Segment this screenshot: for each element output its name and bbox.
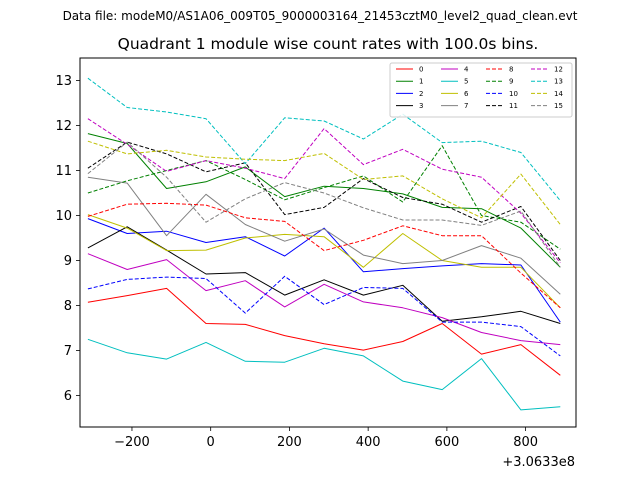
chart-suptitle: Data file: modeM0/AS1A06_009T05_90000031… xyxy=(63,9,578,23)
legend-label: 4 xyxy=(464,66,469,74)
y-tick-label: 11 xyxy=(55,164,72,179)
series-line-14 xyxy=(87,140,561,225)
series-line-15 xyxy=(87,141,561,268)
legend-label: 11 xyxy=(509,102,518,110)
y-tick-label: 13 xyxy=(55,74,72,89)
legend-label: 13 xyxy=(554,78,563,86)
series-line-0 xyxy=(87,287,561,376)
legend-label: 14 xyxy=(554,90,563,98)
series-line-12 xyxy=(87,118,561,264)
x-tick-label: 600 xyxy=(434,435,459,450)
legend-label: 1 xyxy=(419,78,423,86)
series-line-6 xyxy=(87,214,561,309)
series-layer xyxy=(87,77,561,411)
series-line-10 xyxy=(87,275,561,357)
legend-label: 6 xyxy=(464,90,469,98)
series-line-5 xyxy=(87,338,561,411)
legend-label: 3 xyxy=(419,102,423,110)
series-line-8 xyxy=(87,202,561,309)
legend-label: 0 xyxy=(419,66,423,74)
series-line-1 xyxy=(87,133,561,268)
x-tick-label: 200 xyxy=(277,435,302,450)
x-tick-label: 0 xyxy=(207,435,215,450)
legend-label: 7 xyxy=(464,102,468,110)
legend-label: 15 xyxy=(554,102,563,110)
y-tick-label: 10 xyxy=(55,209,72,224)
legend-frame xyxy=(389,62,573,118)
legend-label: 9 xyxy=(509,78,513,86)
chart-title: Quadrant 1 module wise count rates with … xyxy=(118,35,539,53)
legend-label: 12 xyxy=(554,66,563,74)
series-line-13 xyxy=(87,77,561,201)
y-tick-label: 9 xyxy=(64,254,72,269)
x-offset-label: +3.0633e8 xyxy=(502,455,575,470)
y-tick-label: 6 xyxy=(64,389,72,404)
y-tick-label: 7 xyxy=(64,344,72,359)
series-line-7 xyxy=(87,176,561,295)
series-line-2 xyxy=(87,218,561,323)
series-line-11 xyxy=(87,141,561,261)
x-tick-label: 400 xyxy=(356,435,381,450)
y-tick-label: 8 xyxy=(64,299,72,314)
x-tick-label: 800 xyxy=(513,435,538,450)
axes-frame xyxy=(79,57,577,428)
y-tick-label: 12 xyxy=(55,119,72,134)
x-tick-label: −200 xyxy=(114,435,150,450)
legend-label: 2 xyxy=(419,90,423,98)
series-line-9 xyxy=(87,145,561,250)
legend-label: 8 xyxy=(509,66,513,74)
legend-label: 10 xyxy=(509,90,518,98)
legend-label: 5 xyxy=(464,78,468,86)
series-line-4 xyxy=(87,253,561,346)
